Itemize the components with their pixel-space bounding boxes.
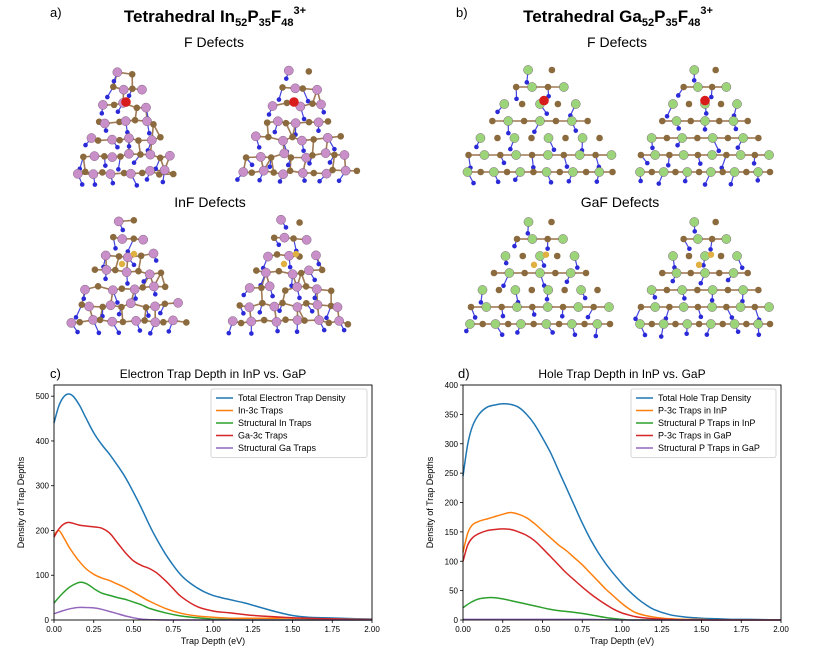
x-tick-label: 1.50 — [694, 625, 710, 634]
panel-a-subtitle-f-defects: F Defects — [184, 34, 244, 50]
legend-entry: Structural Ga Traps — [238, 443, 317, 453]
series-line-structural-p-traps-in-inp — [462, 596, 781, 621]
y-tick-label: 0 — [454, 616, 459, 625]
x-tick-label: 1.00 — [614, 625, 630, 634]
in-cluster-f-defect-image-2 — [235, 65, 361, 184]
y-tick-label: 200 — [36, 526, 50, 535]
y-tick-label: 300 — [36, 482, 50, 491]
x-tick-label: 0.75 — [165, 625, 181, 634]
x-tick-label: 1.50 — [285, 625, 301, 634]
series-line-p-3c-traps-in-inp — [462, 511, 781, 621]
x-tick-label: 0.50 — [535, 625, 551, 634]
legend-entry: P-3c Traps in GaP — [658, 431, 732, 441]
y-tick-label: 0 — [45, 616, 50, 625]
y-axis-label: Density of Trap Depths — [425, 456, 435, 548]
series-line-in-3c-traps — [53, 529, 373, 621]
legend-entry: In-3c Traps — [238, 406, 284, 416]
y-tick-label: 200 — [445, 499, 459, 508]
panel-d-label: d) — [458, 366, 470, 381]
x-tick-label: 1.25 — [654, 625, 670, 634]
x-tick-label: 0.25 — [86, 625, 102, 634]
y-tick-label: 100 — [36, 571, 50, 580]
legend-entry: Total Electron Trap Density — [238, 393, 346, 403]
hole-trap-chart: Hole Trap Depth in InP vs. GaP 0.00 0.25 0.… — [425, 367, 789, 646]
ga-cluster-f-defect-image-2 — [635, 65, 774, 187]
in-cluster-inf-defect-image-2 — [226, 214, 352, 336]
ga-cluster-gaf-defect-image-2 — [633, 217, 774, 339]
legend-entry: Structural In Traps — [238, 418, 312, 428]
ga-cluster-gaf-defect-image-1 — [464, 217, 614, 339]
legend-entry: P-3c Traps in InP — [658, 406, 727, 416]
y-tick-label: 150 — [445, 528, 459, 537]
panel-b-subtitle-gaf-defects: GaF Defects — [581, 194, 660, 210]
y-axis-label: Density of Trap Depths — [16, 456, 26, 548]
y-tick-label: 250 — [445, 469, 459, 478]
y-tick-label: 50 — [449, 587, 458, 596]
x-tick-label: 1.75 — [733, 625, 749, 634]
chart-title: Hole Trap Depth in InP vs. GaP — [538, 367, 705, 381]
y-tick-label: 100 — [445, 557, 459, 566]
x-tick-label: 2.00 — [364, 625, 380, 634]
series-line-ga-3c-traps — [53, 521, 372, 621]
panel-a-subtitle-inf-defects: InF Defects — [174, 194, 246, 210]
y-tick-label: 500 — [36, 392, 50, 401]
x-axis-label: Trap Depth (eV) — [181, 636, 245, 646]
x-tick-label: 0.00 — [46, 625, 62, 634]
x-tick-label: 1.25 — [245, 625, 261, 634]
y-tick-label: 400 — [445, 381, 459, 390]
legend-entry: Ga-3c Traps — [238, 431, 288, 441]
legend-entry: Total Hole Trap Density — [658, 393, 752, 403]
series-line-structural-in-traps — [53, 581, 372, 621]
x-tick-label: 2.00 — [773, 625, 789, 634]
legend-box — [630, 388, 777, 458]
x-tick-label: 0.00 — [455, 625, 471, 634]
x-tick-label: 0.50 — [126, 625, 142, 634]
panel-a-label: a) — [50, 5, 62, 20]
x-tick-label: 1.75 — [324, 625, 340, 634]
panel-b-subtitle-f-defects: F Defects — [587, 34, 647, 50]
ga-cluster-f-defect-image-1 — [462, 65, 617, 186]
legend-box — [210, 388, 368, 458]
series-line-total-electron-trap-density — [53, 393, 373, 620]
chart-title: Electron Trap Depth in InP vs. GaP — [120, 367, 307, 381]
in-cluster-inf-defect-image-1 — [66, 216, 190, 336]
legend-entry: Structural P Traps in InP — [658, 418, 755, 428]
x-tick-label: 1.00 — [205, 625, 221, 634]
x-axis-label: Trap Depth (eV) — [590, 636, 654, 646]
y-tick-label: 400 — [36, 437, 50, 446]
in-cluster-f-defect-image-1 — [73, 67, 177, 188]
series-line-total-hole-trap-density — [462, 403, 782, 621]
panel-b-title: Tetrahedral Ga52P35F483+ — [523, 5, 713, 29]
panel-b-label: b) — [456, 5, 468, 20]
x-tick-label: 0.25 — [495, 625, 511, 634]
electron-trap-chart: Electron Trap Depth in InP vs. GaP 0.00 0.… — [16, 367, 380, 646]
panel-c-label: c) — [50, 366, 61, 381]
series-line-p-3c-traps-in-gap — [462, 528, 781, 621]
panel-a-title: Tetrahedral In52P35F483+ — [124, 5, 306, 29]
x-tick-label: 0.75 — [574, 625, 590, 634]
legend-entry: Structural P Traps in GaP — [658, 443, 760, 453]
y-tick-label: 300 — [445, 440, 459, 449]
y-tick-label: 350 — [445, 410, 459, 419]
